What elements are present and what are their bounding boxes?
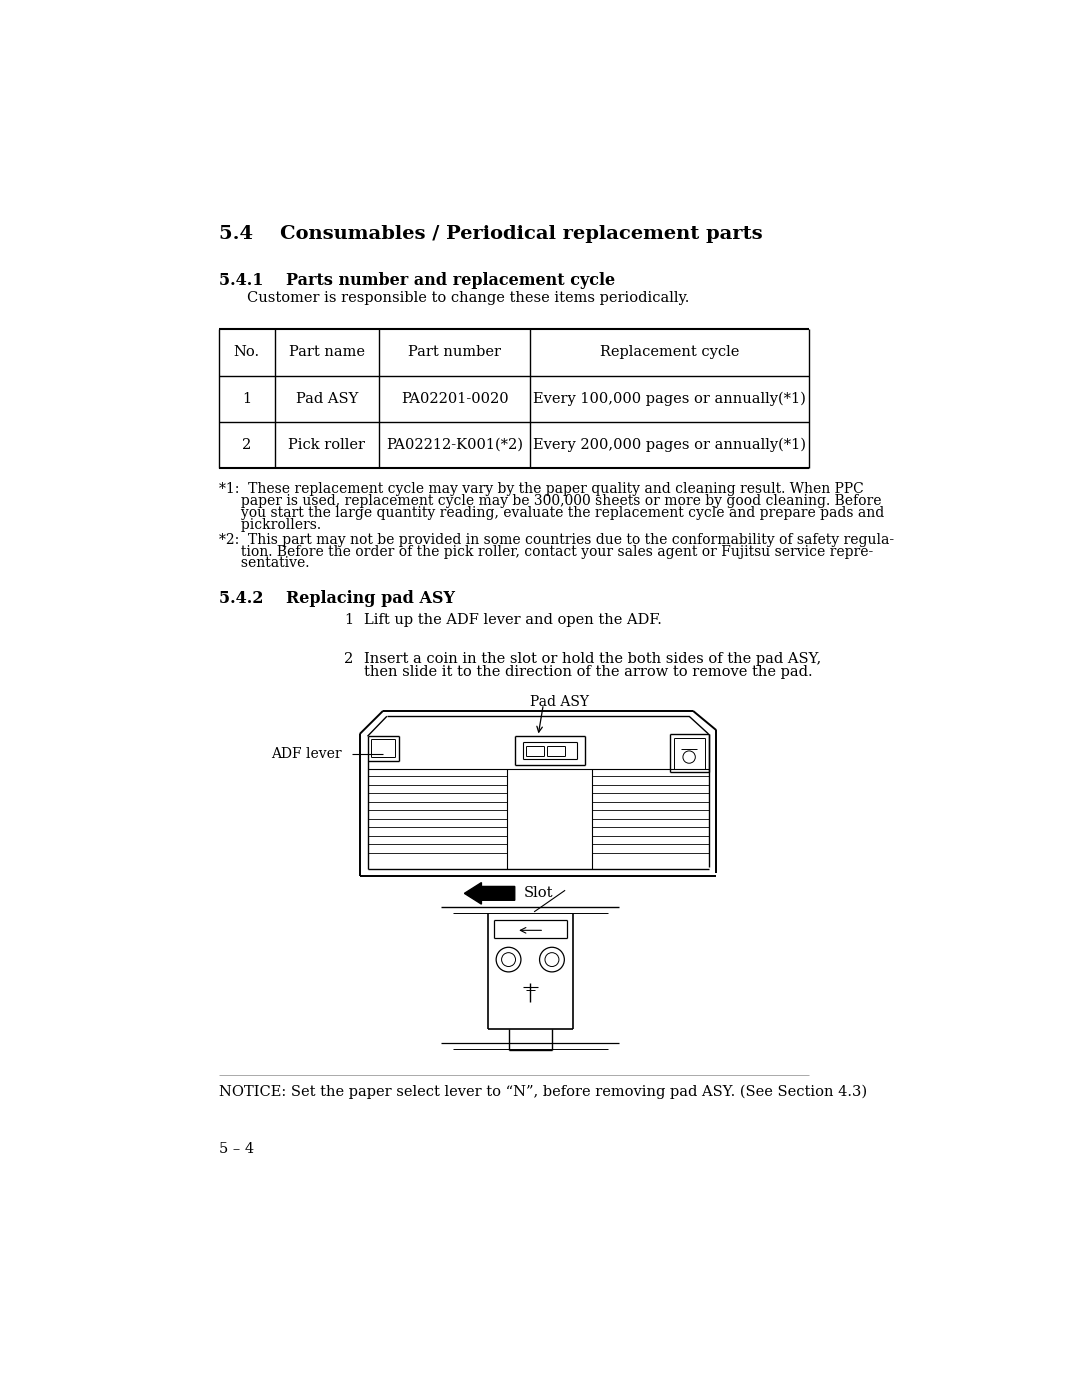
Text: Customer is responsible to change these items periodically.: Customer is responsible to change these … <box>246 291 689 305</box>
Text: *2:  This part may not be provided in some countries due to the conformability o: *2: This part may not be provided in som… <box>218 532 894 546</box>
Text: 2: 2 <box>345 651 353 665</box>
Text: PA02201-0020: PA02201-0020 <box>401 391 509 405</box>
Text: Insert a coin in the slot or hold the both sides of the pad ASY,: Insert a coin in the slot or hold the bo… <box>364 651 821 665</box>
Text: Slot: Slot <box>524 886 554 900</box>
Text: Lift up the ADF lever and open the ADF.: Lift up the ADF lever and open the ADF. <box>364 613 661 627</box>
Text: Replacement cycle: Replacement cycle <box>600 345 740 359</box>
Text: PA02212-K001(*2): PA02212-K001(*2) <box>387 437 523 451</box>
Text: 5.4.1    Parts number and replacement cycle: 5.4.1 Parts number and replacement cycle <box>218 271 615 289</box>
Text: Pick roller: Pick roller <box>288 437 365 451</box>
Text: Every 100,000 pages or annually(*1): Every 100,000 pages or annually(*1) <box>534 391 806 407</box>
Text: Part name: Part name <box>288 345 365 359</box>
Text: 2: 2 <box>242 437 252 451</box>
FancyArrow shape <box>464 883 515 904</box>
Text: pickrollers.: pickrollers. <box>218 518 321 532</box>
Text: tion. Before the order of the pick roller, contact your sales agent or Fujitsu s: tion. Before the order of the pick rolle… <box>218 545 873 559</box>
Text: Pad ASY: Pad ASY <box>530 696 590 710</box>
Text: you start the large quantity reading, evaluate the replacement cycle and prepare: you start the large quantity reading, ev… <box>218 506 883 520</box>
Text: *1:  These replacement cycle may vary by the paper quality and cleaning result. : *1: These replacement cycle may vary by … <box>218 482 863 496</box>
Text: Pad ASY: Pad ASY <box>296 391 357 405</box>
Text: ADF lever: ADF lever <box>271 747 341 761</box>
Text: paper is used, replacement cycle may be 300,000 sheets or more by good cleaning.: paper is used, replacement cycle may be … <box>218 493 881 507</box>
Text: 1: 1 <box>242 391 252 405</box>
Text: 5.4.2    Replacing pad ASY: 5.4.2 Replacing pad ASY <box>218 590 455 606</box>
Text: Every 200,000 pages or annually(*1): Every 200,000 pages or annually(*1) <box>534 437 807 453</box>
Text: then slide it to the direction of the arrow to remove the pad.: then slide it to the direction of the ar… <box>364 665 812 679</box>
Text: NOTICE: Set the paper select lever to “N”, before removing pad ASY. (See Section: NOTICE: Set the paper select lever to “N… <box>218 1084 867 1098</box>
Text: Part number: Part number <box>408 345 501 359</box>
Text: sentative.: sentative. <box>218 556 309 570</box>
Text: 5 – 4: 5 – 4 <box>218 1143 254 1157</box>
Text: No.: No. <box>233 345 259 359</box>
Text: 1: 1 <box>345 613 353 627</box>
Text: 5.4    Consumables / Periodical replacement parts: 5.4 Consumables / Periodical replacement… <box>218 225 762 243</box>
